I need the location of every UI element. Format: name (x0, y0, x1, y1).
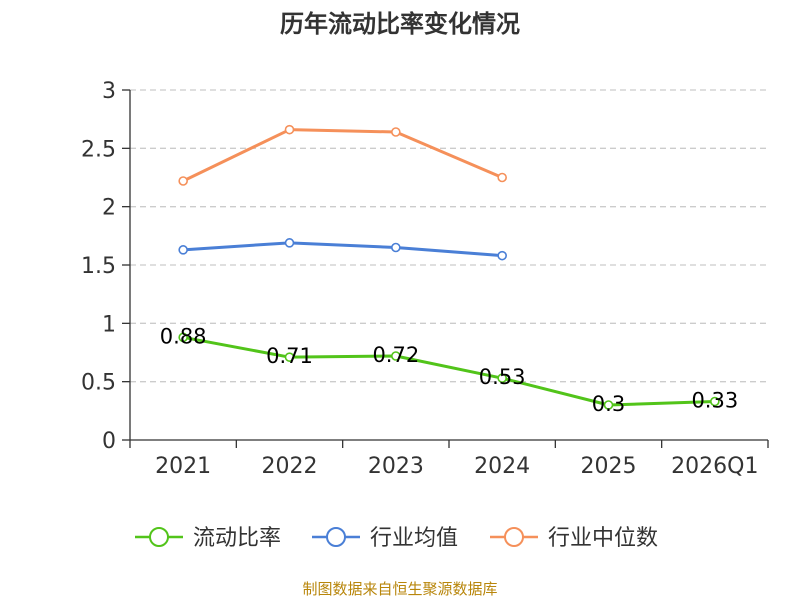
data-point[interactable] (391, 127, 401, 137)
data-point[interactable] (178, 245, 188, 255)
chart-title: 历年流动比率变化情况 (280, 10, 520, 38)
data-point[interactable] (284, 124, 295, 135)
legend-item[interactable]: 行业中位数 (490, 526, 658, 551)
series-group (178, 124, 720, 410)
data-point[interactable] (178, 332, 188, 343)
data-label: 0.3 (592, 392, 625, 416)
y-tick-label: 2 (102, 196, 116, 221)
source-note: 制图数据来自恒生聚源数据库 (302, 580, 497, 598)
series-line (183, 241, 503, 258)
data-point[interactable] (284, 352, 295, 362)
data-point[interactable] (497, 373, 507, 383)
axes: 0 0.5 1 1.5 2 2.5 3 2021 2022 2023 2024 2025 2026Q1 (81, 79, 769, 479)
y-tick-label: 3 (102, 79, 116, 104)
legend-label: 行业中位数 (548, 526, 658, 551)
data-label: 0.71 (266, 344, 313, 368)
legend-item[interactable]: 行业均值 (312, 526, 458, 551)
x-tick-label: 2022 (262, 454, 318, 479)
legend-marker (504, 527, 524, 547)
data-labels: 0.88 0.71 0.72 0.53 0.3 0.33 (160, 324, 738, 416)
x-tick-label: 2025 (581, 454, 637, 479)
data-label: 0.88 (160, 324, 207, 348)
data-point[interactable] (391, 351, 401, 361)
x-tick-label: 2024 (474, 454, 530, 479)
legend[interactable]: 流动比率 行业均值 行业中位数 (135, 526, 658, 551)
data-point[interactable] (497, 172, 507, 183)
x-tick-label: 2021 (155, 454, 211, 479)
legend-marker (149, 527, 169, 547)
data-point[interactable] (391, 242, 401, 253)
data-point[interactable] (284, 238, 295, 248)
y-tick-label: 0.5 (81, 371, 116, 396)
data-point[interactable] (497, 250, 507, 261)
y-tick-label: 1 (102, 312, 116, 337)
y-tick-label: 0 (102, 429, 116, 454)
data-point[interactable] (178, 176, 188, 186)
legend-label: 流动比率 (193, 526, 281, 551)
data-label: 0.53 (479, 365, 526, 389)
y-tick-label: 2.5 (81, 137, 116, 162)
x-tick-label: 2026Q1 (671, 454, 758, 479)
series-line (182, 335, 715, 407)
data-point[interactable] (710, 396, 720, 407)
data-label: 0.33 (691, 389, 738, 413)
legend-marker (326, 527, 346, 547)
y-tick-label: 1.5 (81, 254, 116, 279)
legend-label: 行业均值 (370, 526, 458, 551)
data-label: 0.72 (372, 343, 419, 367)
series-line (182, 128, 503, 183)
legend-item[interactable]: 流动比率 (135, 526, 281, 551)
grid-lines (130, 89, 768, 383)
data-point[interactable] (603, 400, 614, 410)
x-tick-label: 2023 (368, 454, 424, 479)
